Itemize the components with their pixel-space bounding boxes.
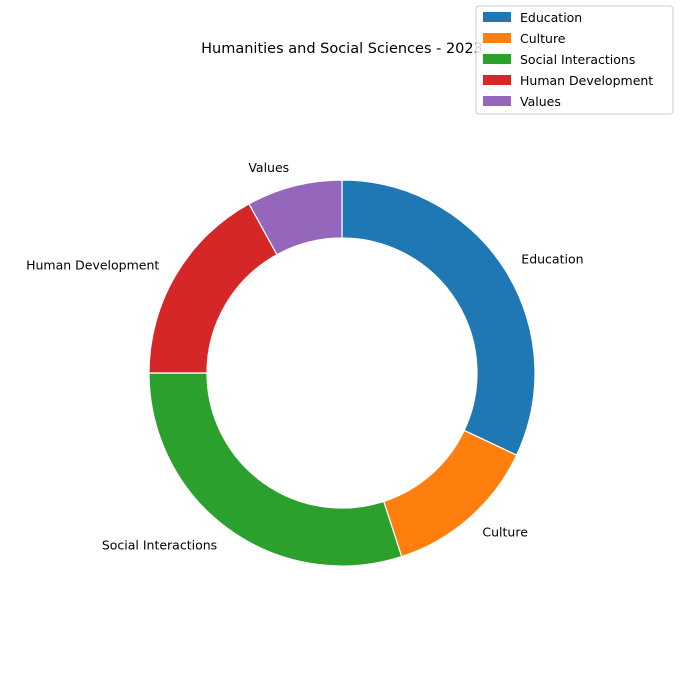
slice-social-interactions	[148, 372, 403, 567]
legend-swatch-social-interactions	[483, 54, 511, 64]
slice-human-development	[148, 203, 278, 374]
legend-swatch-education	[483, 12, 511, 22]
legend-label-human-development: Human Development	[520, 73, 653, 88]
slice-label-culture: Culture	[482, 525, 528, 540]
legend-label-culture: Culture	[520, 31, 566, 46]
legend-swatch-human-development	[483, 75, 511, 85]
legend-label-education: Education	[520, 10, 582, 25]
legend-frame	[475, 5, 674, 115]
legend-label-social-interactions: Social Interactions	[520, 52, 635, 67]
donut-slices	[148, 179, 536, 567]
legend-swatch-values	[483, 96, 511, 106]
chart-title: Humanities and Social Sciences - 2023	[201, 41, 483, 57]
legend: Education Culture Social Interactions Human…	[475, 5, 674, 115]
legend-swatch-culture	[483, 33, 511, 43]
slice-label-values: Values	[248, 160, 289, 175]
slice-labels: Education Culture Social Interactions Human…	[26, 160, 583, 552]
slice-label-education: Education	[521, 252, 583, 267]
slice-label-social-interactions: Social Interactions	[102, 537, 217, 552]
legend-label-values: Values	[520, 94, 561, 109]
slice-values	[248, 179, 343, 256]
slice-education	[341, 179, 536, 456]
legend-items: Education Culture Social Interactions Human…	[483, 10, 653, 109]
slice-label-human-development: Human Development	[26, 257, 159, 272]
